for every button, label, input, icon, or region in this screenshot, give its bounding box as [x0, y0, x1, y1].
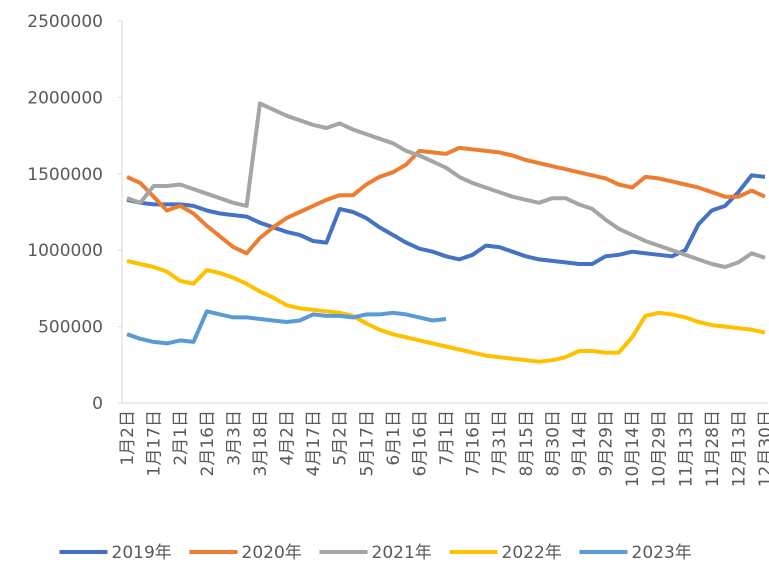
x-tick-label: 2月1日 [171, 410, 191, 466]
x-tick-label: 9月14日 [570, 410, 590, 476]
x-tick-label: 8月15日 [517, 410, 537, 476]
series-line [126, 145, 766, 256]
x-tick-label: 12月30日 [756, 410, 769, 487]
x-tick-label: 8月30日 [543, 410, 563, 476]
x-tick-label: 6月1日 [384, 410, 404, 466]
x-tick-label: 11月28日 [703, 410, 723, 487]
x-tick-label: 1月2日 [118, 410, 138, 466]
y-tick-label: 1500000 [27, 165, 103, 185]
x-tick-label: 7月31日 [490, 410, 510, 476]
y-tick-label: 2000000 [27, 88, 103, 108]
x-tick-label: 7月1日 [437, 410, 457, 466]
x-tick-label: 5月17日 [357, 410, 377, 476]
series-line [126, 173, 766, 266]
series-line [126, 258, 766, 364]
legend-label: 2020年 [242, 543, 302, 563]
x-tick-label: 3月18日 [251, 410, 271, 476]
series-line [126, 101, 766, 269]
x-tick-label: 6月16日 [410, 410, 430, 476]
x-tick-label: 2月16日 [198, 410, 218, 476]
y-tick-label: 2500000 [27, 12, 103, 32]
x-tick-label: 5月2日 [331, 410, 351, 466]
x-tick-label: 12月13日 [729, 410, 749, 487]
x-tick-label: 9月29日 [597, 410, 617, 476]
legend-label: 2022年 [502, 543, 562, 563]
legend-label: 2023年 [632, 543, 692, 563]
x-tick-label: 7月16日 [464, 410, 484, 476]
legend-label: 2021年 [372, 543, 432, 563]
x-tick-label: 11月13日 [676, 410, 696, 487]
x-tick-label: 10月14日 [623, 410, 643, 487]
y-tick-label: 0 [92, 394, 103, 414]
y-tick-label: 1000000 [27, 241, 103, 261]
y-tick-label: 500000 [38, 318, 103, 338]
x-tick-label: 1月17日 [145, 410, 165, 476]
x-tick-label: 10月29日 [650, 410, 670, 487]
legend-label: 2019年 [112, 543, 172, 563]
x-tick-label: 3月3日 [224, 410, 244, 466]
x-tick-label: 4月17日 [304, 410, 324, 476]
series-line [126, 309, 447, 346]
x-tick-label: 4月2日 [278, 410, 298, 466]
